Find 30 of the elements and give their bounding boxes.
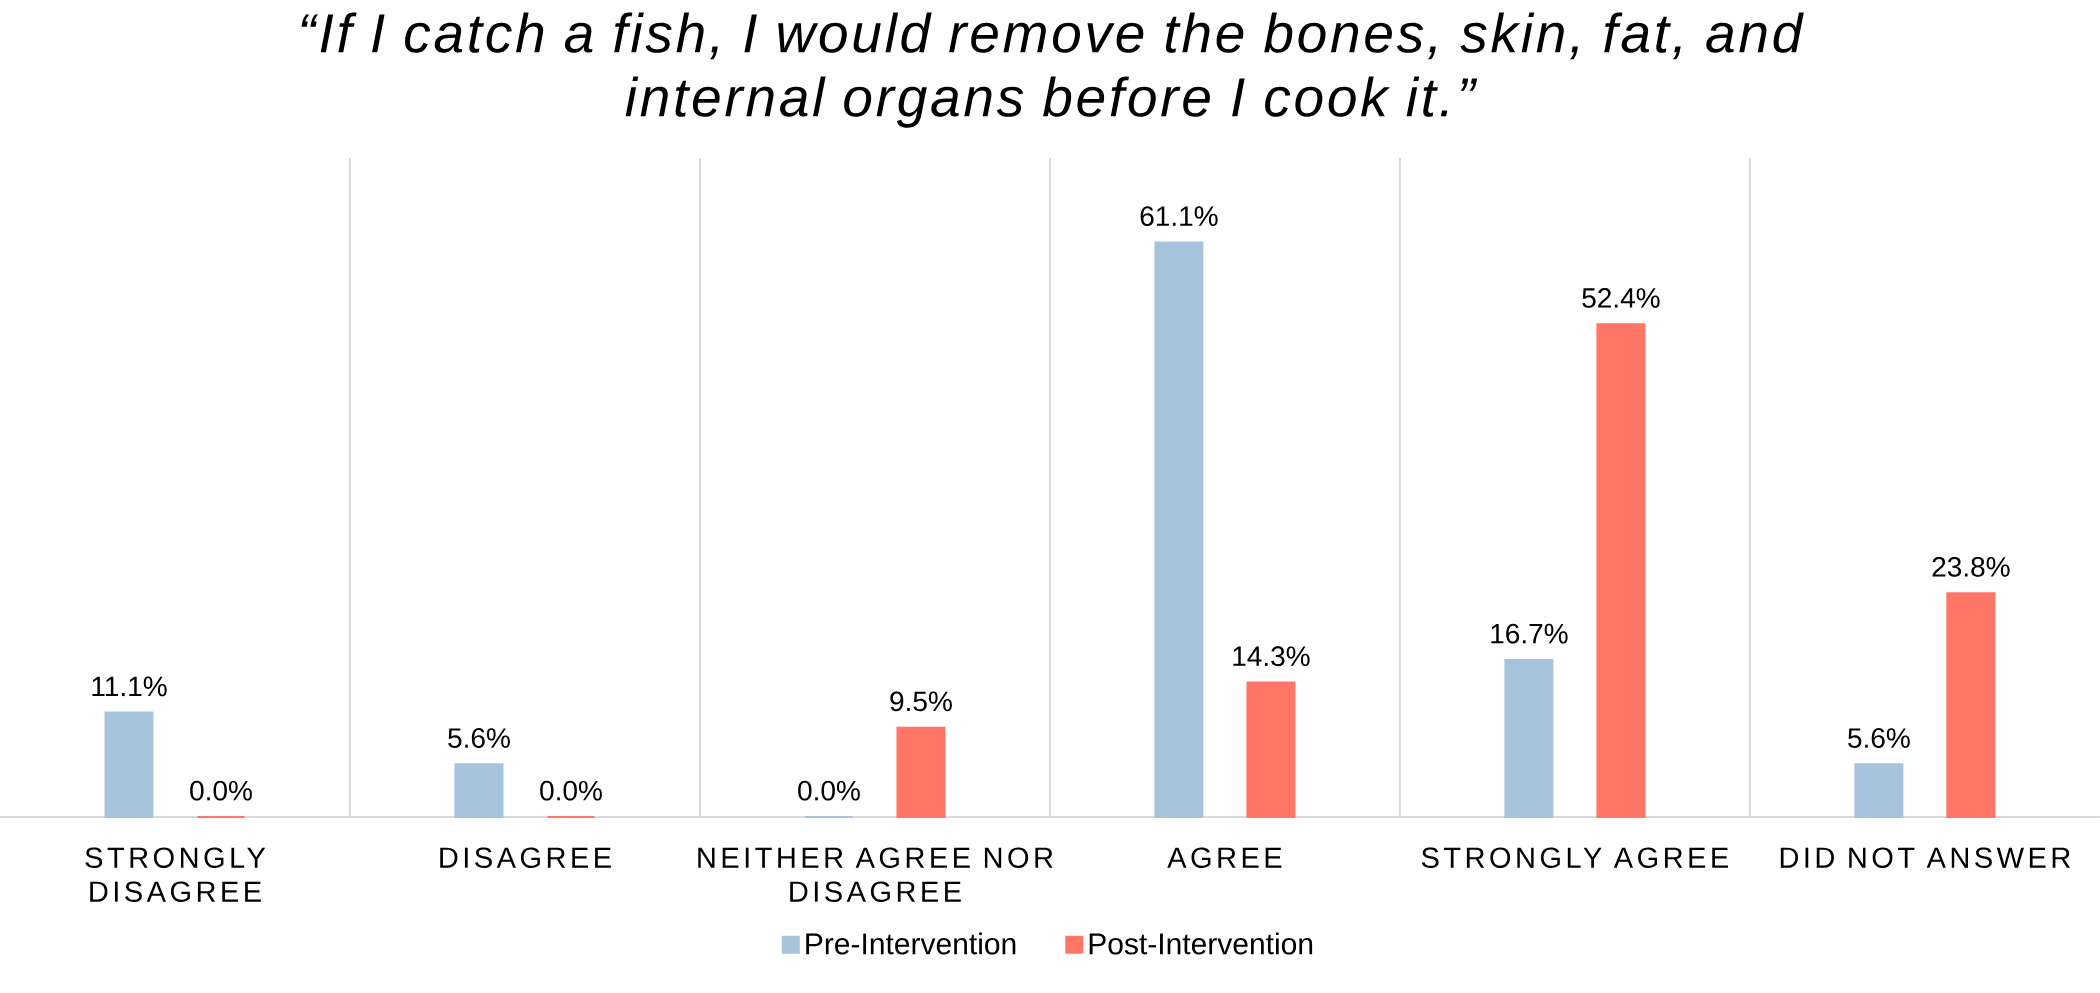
x-tick-label: AGREE (1167, 847, 1282, 868)
data-label: 16.7% (1491, 623, 1568, 644)
legend-label: Post-Intervention (1089, 932, 1313, 955)
data-label: 5.6% (448, 728, 510, 748)
bar (1946, 592, 1996, 819)
data-label: 11.1% (92, 676, 167, 697)
bar (1596, 323, 1646, 819)
bar (896, 726, 946, 819)
legend-label: Pre-Intervention (806, 932, 1016, 955)
bar (1854, 763, 1904, 819)
x-tick-label: DISAGREE (440, 847, 611, 868)
data-label: 0.0% (798, 780, 860, 801)
data-label: 0.0% (190, 780, 252, 801)
data-label: 0.0% (540, 780, 602, 801)
data-label: 9.5% (890, 691, 952, 712)
data-label: 14.3% (1233, 646, 1310, 667)
bar (454, 763, 504, 819)
x-tick-label: NEITHER AGREE NOR DISAGREE (698, 847, 1053, 902)
data-label: 5.6% (1848, 728, 1910, 748)
bar (1154, 241, 1204, 819)
data-label: 52.4% (1582, 288, 1660, 308)
bar (1504, 658, 1554, 819)
bar (1246, 681, 1296, 819)
chart-title: “If I catch a fish, I would remove the bones, skin, fat, and internal organs before I cook it.” (301, 12, 1804, 128)
x-tick-label: STRONGLY DISAGREE (85, 847, 266, 902)
x-tick-label: STRONGLY AGREE (1421, 847, 1728, 868)
data-label: 61.1% (1140, 206, 1218, 227)
bar (104, 711, 154, 819)
data-label: 23.8% (1932, 556, 2010, 577)
x-tick-label: DID NOT ANSWER (1780, 847, 2070, 868)
